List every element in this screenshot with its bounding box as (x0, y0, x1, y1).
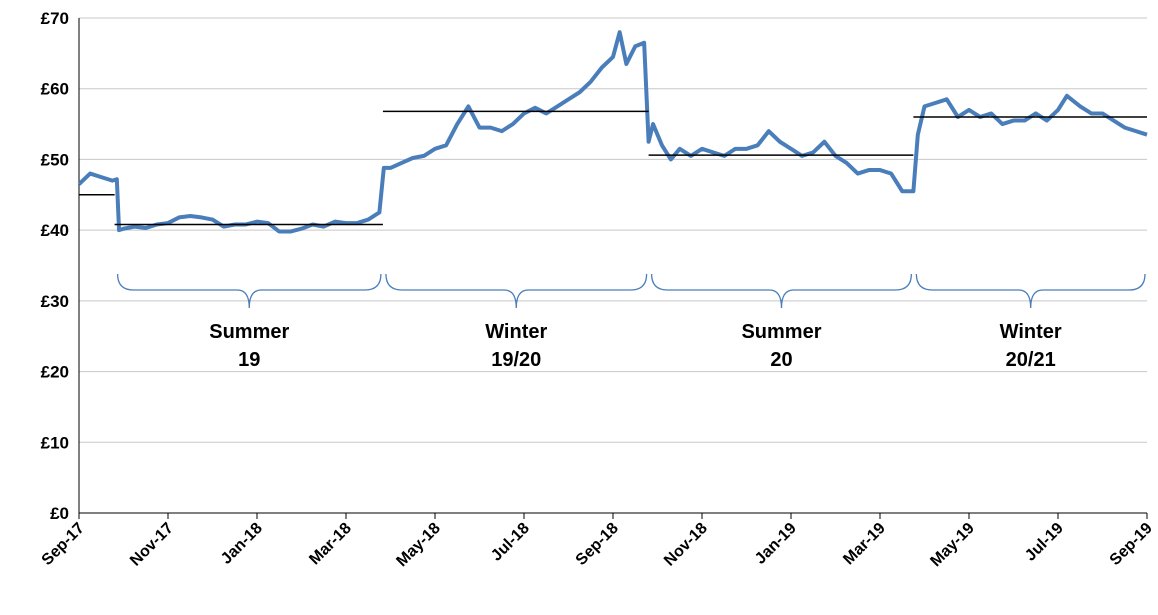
price-line (77, 30, 1148, 234)
period-label: 19/20 (491, 349, 541, 371)
x-tick-label: Sep-17 (39, 520, 88, 569)
x-tick-label: May-19 (927, 520, 977, 570)
y-tick-label: £10 (41, 433, 69, 452)
y-tick-label: £30 (41, 292, 69, 311)
x-tick-label: Nov-17 (127, 520, 177, 570)
period-label: Winter (485, 321, 547, 343)
y-tick-label: £50 (41, 150, 69, 169)
period-label: 20 (770, 349, 792, 371)
period-brace (385, 273, 648, 309)
period-label: Winter (1000, 321, 1062, 343)
x-tick-label: Jan-18 (218, 520, 266, 568)
y-tick-label: £0 (50, 504, 69, 523)
x-tick-label: Sep-18 (573, 520, 622, 569)
period-brace (116, 273, 382, 309)
y-tick-label: £40 (41, 221, 69, 240)
y-tick-label: £60 (41, 80, 69, 99)
x-tick-label: Nov-18 (661, 520, 711, 570)
y-tick-label: £20 (41, 363, 69, 382)
x-tick-label: Sep-19 (1107, 520, 1156, 569)
x-tick-label: May-18 (393, 520, 443, 570)
x-tick-label: Jul-18 (488, 520, 533, 565)
x-tick-label: Jul-19 (1022, 520, 1067, 565)
x-tick-label: Jan-19 (752, 520, 800, 568)
period-label: Summer (209, 321, 289, 343)
period-label: 20/21 (1006, 349, 1056, 371)
period-label: 19 (238, 349, 260, 371)
y-tick-label: £70 (41, 9, 69, 28)
x-tick-label: Mar-18 (306, 520, 355, 569)
period-brace (650, 273, 913, 309)
period-brace (915, 273, 1146, 309)
x-tick-label: Mar-19 (840, 520, 889, 569)
period-label: Summer (741, 321, 821, 343)
